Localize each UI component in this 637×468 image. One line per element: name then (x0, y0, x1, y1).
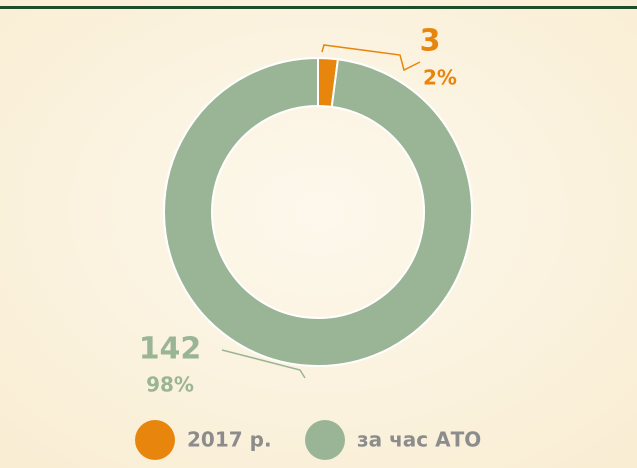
percent-label: 98% (146, 373, 194, 397)
legend-label: 2017 р. (187, 428, 272, 452)
legend-swatch (135, 420, 175, 460)
value-label: 142 (139, 332, 202, 367)
top-rule (0, 6, 637, 9)
leader-line (321, 44, 421, 72)
slice (163, 56, 473, 367)
legend-label: за час АТО (357, 428, 481, 452)
percent-label: 2% (423, 66, 457, 90)
value-label: 3 (420, 24, 441, 59)
leader-line (221, 349, 306, 379)
legend-swatch (305, 420, 345, 460)
